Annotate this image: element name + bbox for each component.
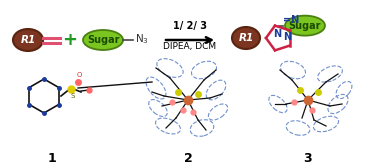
Text: =N: =N bbox=[284, 15, 300, 25]
Ellipse shape bbox=[232, 27, 260, 49]
Text: 2: 2 bbox=[184, 152, 192, 164]
Ellipse shape bbox=[285, 16, 325, 36]
Ellipse shape bbox=[13, 29, 43, 51]
Text: 1: 1 bbox=[48, 152, 56, 164]
Text: +: + bbox=[62, 31, 77, 49]
Text: Sugar: Sugar bbox=[289, 21, 321, 31]
Text: $\mathregular{N_3}$: $\mathregular{N_3}$ bbox=[135, 32, 149, 46]
Ellipse shape bbox=[83, 30, 123, 50]
Text: S: S bbox=[71, 93, 75, 99]
Text: R1: R1 bbox=[20, 35, 36, 45]
Text: N: N bbox=[284, 32, 291, 42]
Text: R1: R1 bbox=[239, 33, 254, 43]
Text: N: N bbox=[273, 29, 281, 39]
Text: Sugar: Sugar bbox=[87, 35, 119, 45]
Text: 3: 3 bbox=[304, 152, 312, 164]
Text: 1/ 2/ 3: 1/ 2/ 3 bbox=[173, 21, 207, 31]
Text: DIPEA, DCM: DIPEA, DCM bbox=[163, 42, 217, 51]
Text: O: O bbox=[76, 72, 82, 78]
